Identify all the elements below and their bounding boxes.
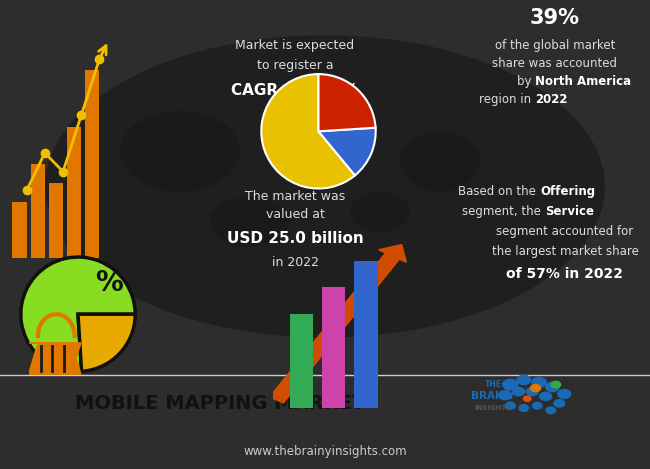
FancyArrow shape <box>270 244 406 403</box>
Circle shape <box>526 387 538 396</box>
Text: segment, the: segment, the <box>462 205 545 218</box>
Bar <box>67 127 81 258</box>
Text: THE: THE <box>485 380 502 389</box>
Bar <box>49 183 63 258</box>
Text: 39%: 39% <box>530 8 580 28</box>
Text: The market was: The market was <box>245 190 345 203</box>
Text: valued at: valued at <box>266 208 324 221</box>
Ellipse shape <box>270 106 370 176</box>
Text: Based on the: Based on the <box>458 185 540 198</box>
Bar <box>85 70 99 258</box>
Ellipse shape <box>210 197 290 247</box>
Text: of 57% in 2022: of 57% in 2022 <box>506 267 623 281</box>
Text: www.thebrainyinsights.com: www.thebrainyinsights.com <box>243 446 407 458</box>
Circle shape <box>530 385 541 392</box>
Bar <box>31 164 45 258</box>
Circle shape <box>540 392 552 401</box>
Text: share was accounted: share was accounted <box>493 57 618 70</box>
Circle shape <box>551 381 560 388</box>
Ellipse shape <box>400 131 480 191</box>
Text: segment accounted for: segment accounted for <box>497 225 634 238</box>
Text: by: by <box>517 75 535 88</box>
Bar <box>354 261 378 408</box>
Text: North America: North America <box>535 75 631 88</box>
Circle shape <box>499 391 512 400</box>
Ellipse shape <box>45 35 605 338</box>
Circle shape <box>546 407 556 414</box>
Circle shape <box>519 405 528 411</box>
Text: Service: Service <box>545 205 594 218</box>
Circle shape <box>546 382 559 392</box>
Text: in 2022: in 2022 <box>272 256 318 269</box>
Circle shape <box>502 379 518 390</box>
Text: to register a: to register a <box>257 59 333 72</box>
Circle shape <box>532 402 542 409</box>
Bar <box>12 202 27 258</box>
Text: 2022: 2022 <box>535 93 567 106</box>
Polygon shape <box>29 344 81 374</box>
Bar <box>322 287 345 408</box>
Wedge shape <box>318 74 376 131</box>
Circle shape <box>532 377 546 387</box>
Polygon shape <box>29 343 81 371</box>
Text: CAGR of 18.9%: CAGR of 18.9% <box>231 83 359 98</box>
Circle shape <box>558 389 571 399</box>
Bar <box>290 314 313 408</box>
Text: %: % <box>96 269 124 297</box>
Text: MOBILE MAPPING MARKET: MOBILE MAPPING MARKET <box>75 394 365 413</box>
Text: the largest market share: the largest market share <box>491 245 638 258</box>
Circle shape <box>554 400 565 407</box>
Text: BRAINY: BRAINY <box>471 391 515 401</box>
Text: region in: region in <box>479 93 535 106</box>
Circle shape <box>505 402 515 409</box>
Text: USD 25.0 billion: USD 25.0 billion <box>227 231 363 246</box>
Text: of the global market: of the global market <box>495 39 615 52</box>
Text: Market is expected: Market is expected <box>235 39 354 52</box>
Text: Offering: Offering <box>540 185 595 198</box>
Wedge shape <box>261 74 355 189</box>
Text: INSIGHTS: INSIGHTS <box>474 405 512 411</box>
Wedge shape <box>21 257 135 371</box>
Wedge shape <box>78 314 135 371</box>
Ellipse shape <box>120 111 240 191</box>
Ellipse shape <box>350 191 410 232</box>
Circle shape <box>513 387 525 396</box>
Circle shape <box>523 396 531 401</box>
Circle shape <box>517 375 530 385</box>
Wedge shape <box>318 128 376 175</box>
